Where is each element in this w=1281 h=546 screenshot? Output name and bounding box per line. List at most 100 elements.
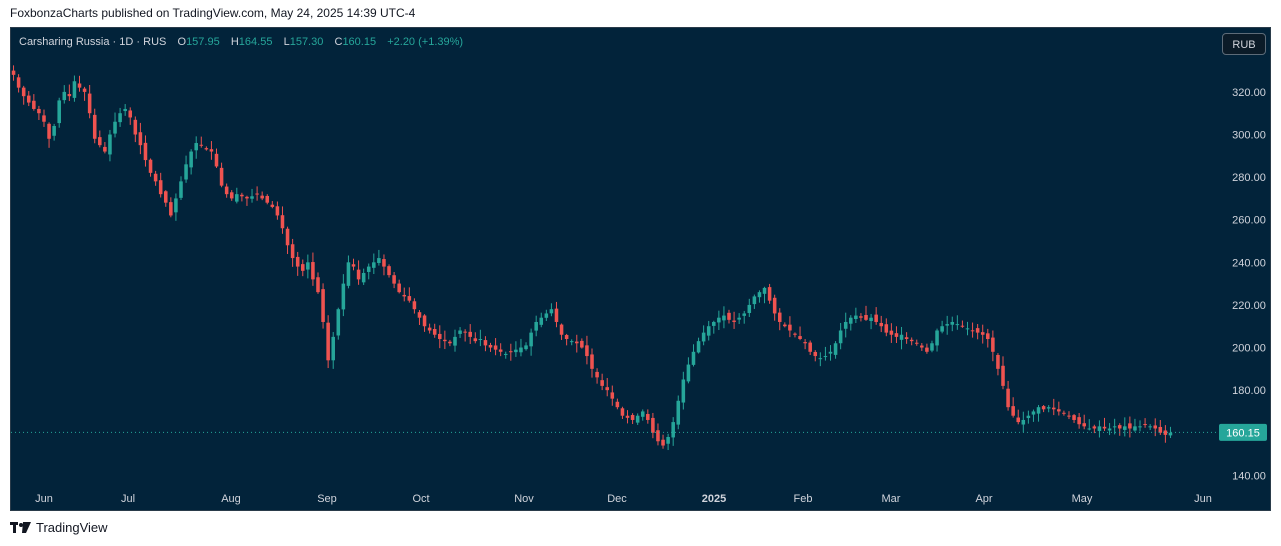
y-tick-label: 200.00	[1232, 343, 1266, 355]
candle-body	[103, 146, 107, 152]
close-label: C	[334, 36, 343, 48]
chart-area[interactable]: 340.00320.00300.00280.00260.00240.00220.…	[10, 27, 1271, 511]
candle-body	[483, 340, 488, 346]
candle-body	[549, 309, 554, 314]
candle-body	[316, 277, 320, 293]
candle-body	[387, 266, 391, 276]
y-tick-label: 320.00	[1232, 87, 1266, 99]
candle-body	[128, 110, 133, 118]
candle-body	[72, 81, 77, 98]
candle-body	[742, 313, 747, 316]
candle-body	[143, 142, 148, 161]
candle-body	[123, 108, 127, 112]
candle-body	[970, 330, 975, 332]
candle-body	[326, 322, 330, 361]
candle-body	[965, 328, 970, 330]
candle-body	[529, 332, 533, 347]
candle-body	[42, 115, 46, 122]
candle-body	[1051, 407, 1056, 410]
candle-body	[838, 330, 843, 344]
candle-body	[712, 321, 716, 326]
candle-body	[377, 258, 381, 263]
candle-body	[158, 180, 163, 195]
exchange: RUS	[143, 36, 167, 48]
candle-body	[1102, 426, 1107, 429]
candle-body	[1026, 415, 1031, 419]
candle-body	[62, 91, 67, 101]
candle-body	[519, 347, 523, 353]
candle-body	[661, 439, 665, 446]
footer-brand[interactable]: TradingView	[10, 520, 108, 535]
x-tick-label: Apr	[975, 493, 992, 505]
y-axis: 340.00320.00300.00280.00260.00240.00220.…	[1232, 44, 1266, 482]
candle-body	[1163, 430, 1168, 435]
candle-body	[179, 181, 183, 198]
candle-body	[681, 379, 686, 403]
change-value: +2.20 (+1.39%)	[387, 36, 464, 48]
candle-body	[82, 88, 87, 92]
candle-body	[539, 317, 544, 325]
candle-body	[138, 132, 143, 146]
candle-body	[534, 321, 538, 331]
candlestick-chart[interactable]: 340.00320.00300.00280.00260.00240.00220.…	[11, 28, 1271, 511]
candle-body	[1153, 425, 1158, 429]
close-value: 160.15	[342, 36, 377, 48]
candle-body	[473, 338, 478, 342]
candle-body	[615, 401, 620, 408]
y-tick-label: 140.00	[1232, 470, 1266, 482]
candle-body	[290, 244, 295, 259]
candle-body	[448, 341, 452, 344]
candle-body	[554, 308, 559, 322]
candle-body	[1123, 426, 1127, 430]
candle-body	[930, 343, 934, 351]
candle-body	[118, 113, 122, 123]
candle-body	[1072, 415, 1076, 420]
candle-body	[32, 100, 36, 109]
candle-body	[620, 408, 625, 416]
candle-body	[295, 256, 300, 267]
candle-body	[600, 380, 604, 386]
candle-body	[788, 324, 792, 331]
candle-body	[691, 351, 696, 365]
candle-body	[21, 87, 26, 97]
candle-body	[1128, 423, 1132, 429]
x-tick-label: Jun	[35, 493, 53, 505]
x-tick-label: Sep	[317, 493, 337, 505]
open-label: O	[177, 36, 187, 48]
currency-button[interactable]: RUB	[1222, 33, 1266, 55]
candle-body	[904, 337, 909, 340]
candle-body	[889, 330, 894, 335]
candle-body	[656, 430, 660, 442]
candle-body	[843, 321, 848, 329]
x-tick-label: Oct	[412, 493, 429, 505]
candle-body	[1016, 417, 1021, 423]
y-tick-label: 260.00	[1232, 215, 1266, 227]
candle-body	[184, 164, 188, 180]
candle-body	[26, 95, 31, 103]
candle-body	[300, 264, 305, 271]
y-tick-label: 240.00	[1232, 257, 1266, 269]
candle-body	[925, 347, 929, 352]
candle-body	[458, 330, 462, 334]
candle-body	[113, 121, 117, 134]
candle-body	[265, 195, 270, 203]
candle-body	[808, 342, 812, 352]
candle-body	[341, 283, 346, 310]
candle-body	[311, 262, 315, 280]
candle-body	[498, 349, 503, 352]
candle-body	[356, 269, 361, 280]
candle-body	[245, 196, 249, 199]
candle-body	[37, 108, 41, 114]
candle-body	[813, 351, 818, 357]
candle-body	[285, 228, 290, 246]
candle-body	[914, 342, 919, 344]
candle-body	[1158, 426, 1163, 433]
candle-body	[1087, 428, 1092, 430]
candle-body	[676, 400, 681, 425]
candle-body	[666, 437, 670, 444]
high-label: H	[230, 36, 239, 48]
candle-body	[996, 354, 1000, 369]
candle-body	[585, 345, 589, 357]
candle-body	[189, 151, 193, 168]
candle-body	[580, 340, 584, 348]
